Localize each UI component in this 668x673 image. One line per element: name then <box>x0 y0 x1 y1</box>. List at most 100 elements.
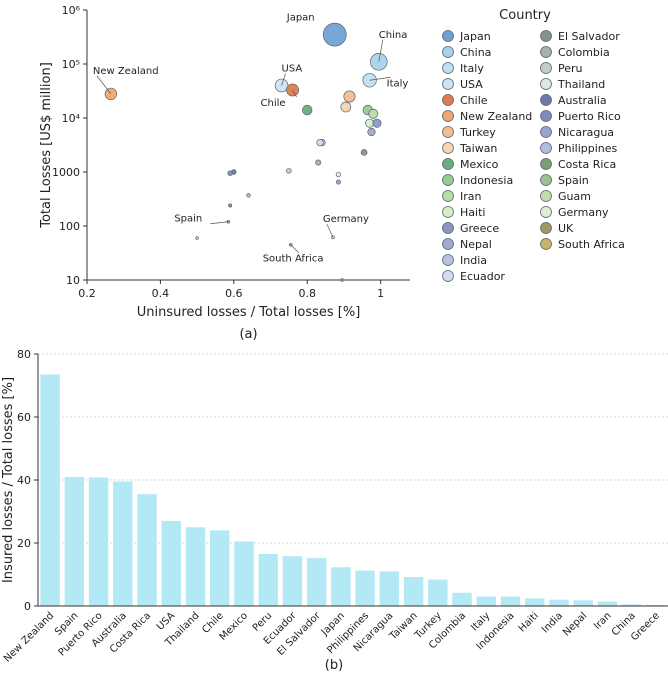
point-nicaragua <box>335 179 341 185</box>
annotation-label: Chile <box>261 98 286 109</box>
legend-label: Guam <box>558 190 591 203</box>
bar-china <box>621 604 642 606</box>
legend-marker <box>442 62 454 74</box>
legend-label: Costa Rica <box>558 158 616 171</box>
legend-label: Puerto Rico <box>558 110 621 123</box>
point-colombia <box>315 159 322 166</box>
legend-label: Philippines <box>558 142 618 155</box>
annotation-leader <box>369 76 391 81</box>
y-tick-label: 80 <box>17 348 31 361</box>
legend-marker <box>442 222 454 234</box>
legend-label: Germany <box>558 206 609 219</box>
y-tick-label: 20 <box>17 537 31 550</box>
legend-label: Spain <box>558 174 589 187</box>
legend-label: El Salvador <box>558 30 620 43</box>
y-tick-label: 1000 <box>52 166 80 179</box>
annotation-leader <box>96 75 112 95</box>
legend-marker <box>442 142 454 154</box>
bar-chile <box>210 530 230 606</box>
legend-label: Australia <box>558 94 607 107</box>
legend-label: Japan <box>459 30 491 43</box>
point-iran <box>368 108 379 119</box>
x-tick-label: 0.4 <box>152 287 170 300</box>
legend-label: Peru <box>558 62 583 75</box>
point-guam <box>195 236 199 240</box>
legend-title: Country <box>499 8 551 23</box>
bar-italy <box>476 596 496 606</box>
legend-marker <box>442 238 454 250</box>
bar-puerto-rico <box>88 477 109 606</box>
legend: Country Japan China Italy USA Chile New Zealan… <box>442 8 625 283</box>
point-el-salvador <box>360 149 368 156</box>
legend-label: Ecuador <box>460 270 505 283</box>
legend-marker <box>442 78 454 90</box>
point-turkey <box>343 90 356 103</box>
annotation-label: Japan <box>286 13 315 24</box>
x-tick-label: Haiti <box>517 610 541 634</box>
legend-marker <box>442 158 454 170</box>
point-philippines <box>246 193 251 198</box>
annotation-leader <box>292 89 297 98</box>
y-axis-title: Insured losses / Total losses [%] <box>1 377 16 583</box>
legend-marker <box>540 142 552 154</box>
bar-japan <box>331 567 351 606</box>
scatter-chart: 0.2 0.4 0.6 0.8 1 10 100 1000 10⁴ 10⁵ 10⁶ Uninsured… <box>39 4 410 342</box>
legend-marker <box>540 94 552 106</box>
point-taiwan <box>340 101 352 113</box>
x-tick-label: 0.2 <box>78 287 96 300</box>
y-tick-label: 10⁵ <box>62 58 80 71</box>
legend-label: South Africa <box>558 238 625 251</box>
y-tick-label: 0 <box>24 600 31 613</box>
bar-el-salvador <box>306 558 327 606</box>
legend-marker <box>540 78 552 90</box>
legend-marker <box>540 190 552 202</box>
annotation-label: China <box>379 30 408 41</box>
annotation-leader <box>210 221 229 225</box>
bar-nepal <box>573 600 593 606</box>
legend-marker <box>442 206 454 218</box>
legend-marker <box>540 174 552 186</box>
annotation-label: New Zealand <box>93 66 159 77</box>
legend-label: Indonesia <box>460 174 513 187</box>
x-tick-label: New Zealand <box>2 610 56 664</box>
y-tick-label: 40 <box>17 474 31 487</box>
bar-thailand <box>185 527 206 606</box>
legend-marker <box>540 158 552 170</box>
legend-label: Iran <box>460 190 482 203</box>
legend-marker <box>540 62 552 74</box>
bar-usa <box>161 520 181 606</box>
legend-label: USA <box>460 78 483 91</box>
point-greece <box>372 118 382 128</box>
bar-haiti <box>525 598 545 606</box>
legend-marker <box>540 238 552 250</box>
y-tick-label: 100 <box>59 220 80 233</box>
legend-label: Nepal <box>460 238 492 251</box>
legend-marker <box>442 254 454 266</box>
legend-label: Turkey <box>459 126 496 139</box>
legend-marker <box>540 222 552 234</box>
annotation-leader <box>326 224 334 238</box>
bar-turkey <box>428 579 448 606</box>
legend-label: UK <box>558 222 574 235</box>
caption-a: (a) <box>239 327 257 342</box>
bar-indonesia <box>500 596 521 606</box>
legend-label: Colombia <box>558 46 610 59</box>
x-tick-label: Nepal <box>561 610 589 638</box>
bar-ecuador <box>282 556 303 606</box>
bar-australia <box>113 481 133 606</box>
point-uk <box>340 278 344 282</box>
annotation-leader <box>378 39 384 62</box>
x-axis-title: Uninsured losses / Total losses [%] <box>137 305 361 320</box>
bar-nicaragua <box>379 571 400 606</box>
annotation-label: Italy <box>387 78 409 89</box>
legend-label: Greece <box>460 222 499 235</box>
legend-marker <box>442 94 454 106</box>
point-costa-rica <box>228 203 233 208</box>
annotation-label: USA <box>282 63 303 74</box>
legend-label: Chile <box>460 94 488 107</box>
legend-marker <box>442 190 454 202</box>
bar-india <box>549 599 569 606</box>
legend-label: Mexico <box>460 158 499 171</box>
